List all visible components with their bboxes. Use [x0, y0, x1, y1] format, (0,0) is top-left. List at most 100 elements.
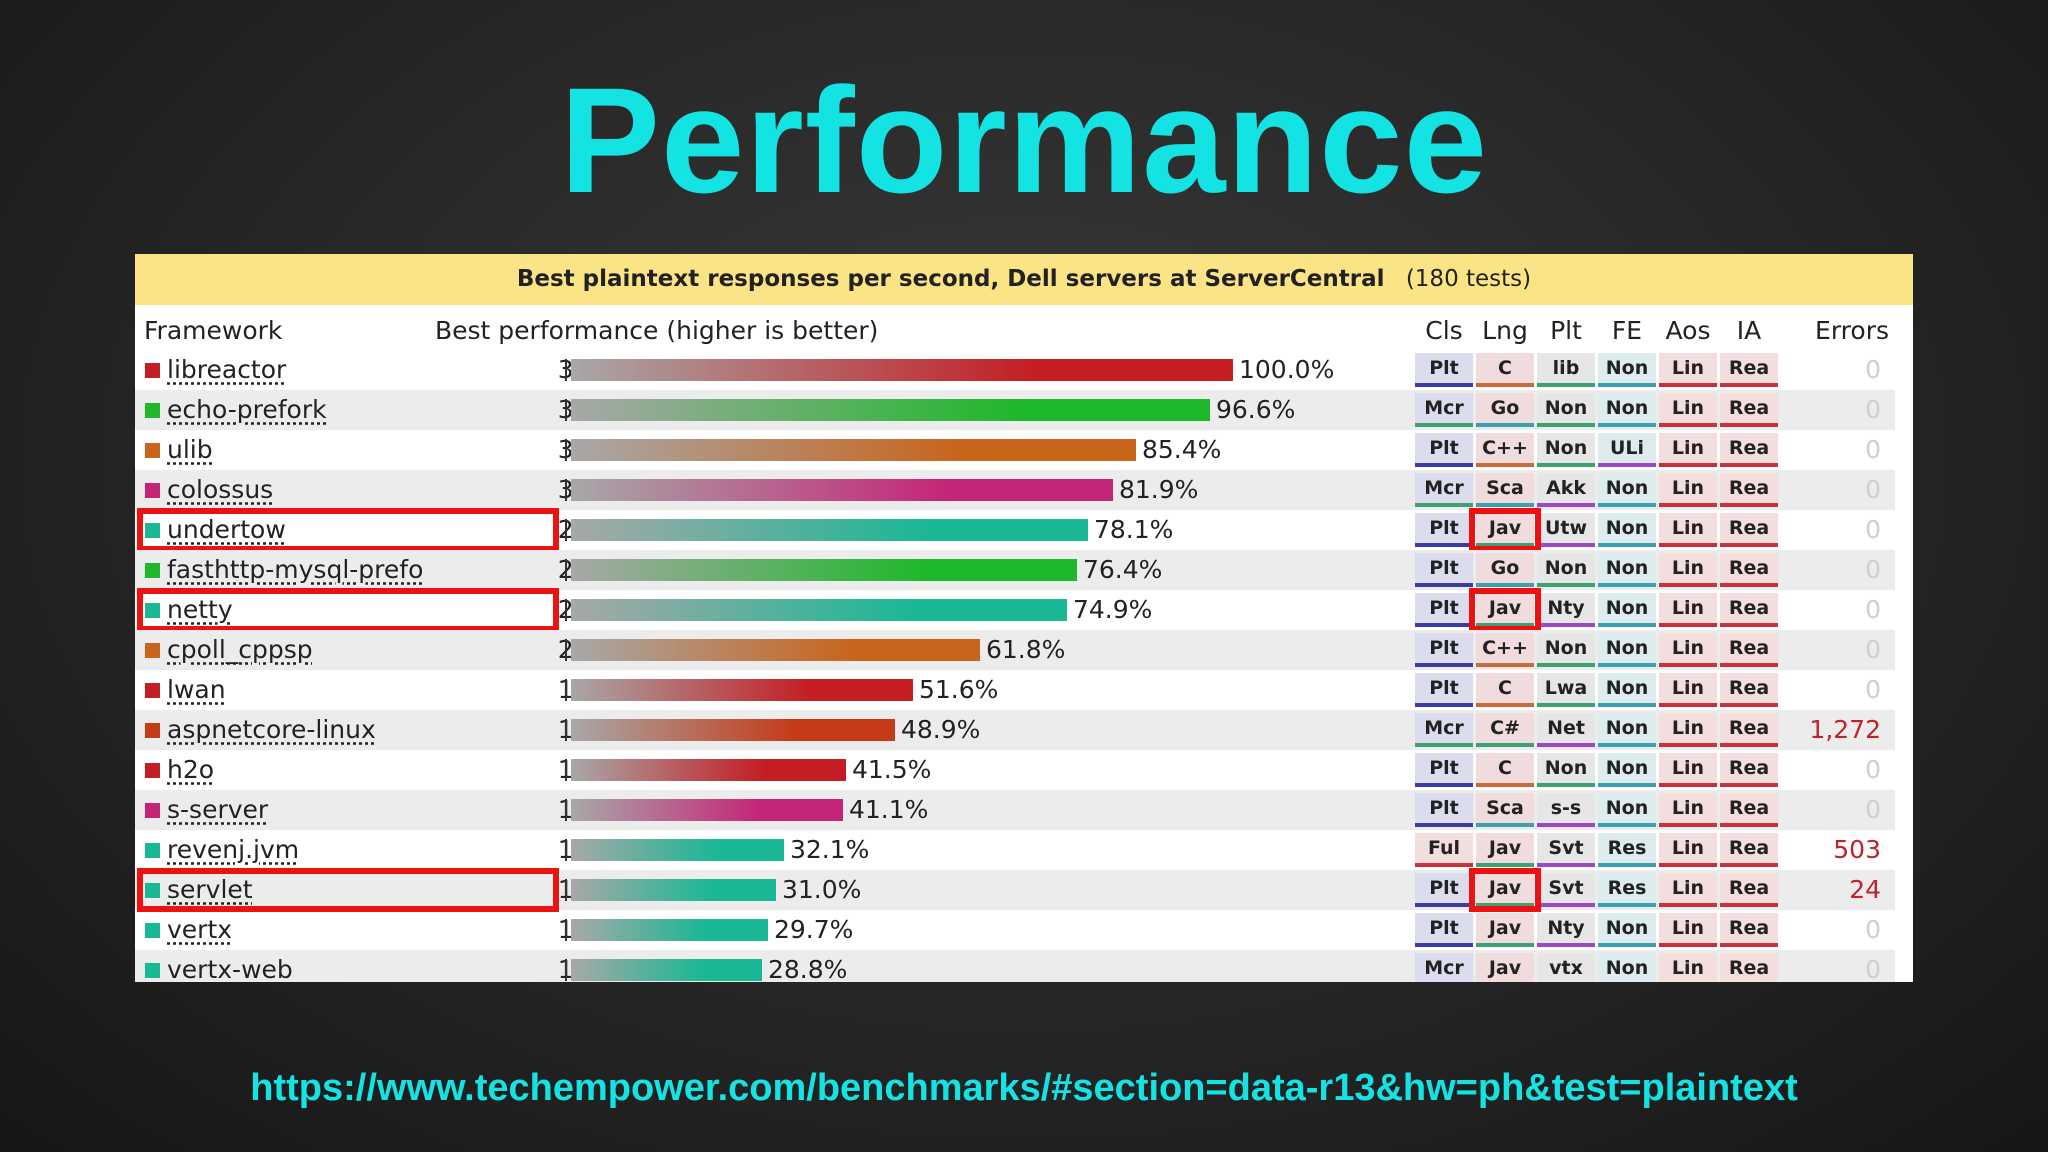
fe-tag: Non: [1598, 633, 1656, 667]
header-plt[interactable]: Plt: [1550, 316, 1582, 345]
performance-bar: [571, 399, 1210, 421]
framework-link[interactable]: fasthttp-mysql-prefo: [167, 555, 424, 584]
bar-baseline: [565, 559, 567, 581]
aos-tag: Lin: [1659, 913, 1717, 947]
cls-tag: Mcr: [1415, 953, 1473, 982]
ia-tag: Rea: [1720, 473, 1778, 507]
header-ia[interactable]: IA: [1736, 316, 1762, 345]
lng-tag: C: [1476, 353, 1534, 387]
header-fe[interactable]: FE: [1611, 316, 1643, 345]
lng-tag: C++: [1476, 633, 1534, 667]
percent-label: 31.0%: [782, 875, 862, 904]
ia-tag: Rea: [1720, 873, 1778, 907]
framework-link[interactable]: colossus: [167, 475, 274, 504]
errors-value: 0: [1865, 515, 1881, 544]
bar-baseline: [565, 679, 567, 701]
percent-label: 41.5%: [852, 755, 932, 784]
ia-tag: Rea: [1720, 913, 1778, 947]
performance-bar: [571, 639, 980, 661]
aos-tag: Lin: [1659, 793, 1717, 827]
lng-tag: Jav: [1476, 913, 1534, 947]
aos-tag: Lin: [1659, 953, 1717, 982]
aos-tag: Lin: [1659, 393, 1717, 427]
aos-tag: Lin: [1659, 593, 1717, 627]
errors-value: 0: [1865, 955, 1881, 982]
header-errors[interactable]: Errors: [1815, 316, 1889, 345]
bar-baseline: [565, 599, 567, 621]
cls-tag: Plt: [1415, 353, 1473, 387]
cls-tag: Mcr: [1415, 473, 1473, 507]
framework-link[interactable]: h2o: [167, 755, 215, 784]
bar-baseline: [565, 759, 567, 781]
plt-tag: Svt: [1537, 833, 1595, 867]
fe-tag: Non: [1598, 753, 1656, 787]
percent-label: 81.9%: [1119, 475, 1199, 504]
plt-tag: Non: [1537, 553, 1595, 587]
lng-tag: Jav: [1476, 593, 1534, 627]
benchmark-table: Best plaintext responses per second, Del…: [135, 254, 1913, 982]
framework-link[interactable]: libreactor: [167, 355, 287, 384]
performance-bar: [571, 719, 895, 741]
bar-baseline: [565, 359, 567, 381]
fe-tag: Non: [1598, 673, 1656, 707]
errors-value: 503: [1833, 835, 1881, 864]
framework-link[interactable]: s-server: [167, 795, 269, 824]
errors-value: 1,272: [1809, 715, 1881, 744]
lng-tag: Jav: [1476, 513, 1534, 547]
aos-tag: Lin: [1659, 633, 1717, 667]
table-row: undertow2,914,62778.1%PltJavUtwNonLinRea…: [135, 508, 1895, 552]
fe-tag: Non: [1598, 393, 1656, 427]
bar-baseline: [565, 839, 567, 861]
bar-baseline: [565, 479, 567, 501]
framework-link[interactable]: cpoll_cppsp: [167, 635, 313, 664]
source-url[interactable]: https://www.techempower.com/benchmarks/#…: [250, 1067, 1798, 1109]
ia-tag: Rea: [1720, 513, 1778, 547]
framework-link[interactable]: vertx: [167, 915, 233, 944]
header-cls[interactable]: Cls: [1425, 316, 1463, 345]
bar-baseline: [565, 919, 567, 941]
color-swatch: [145, 483, 160, 498]
framework-link[interactable]: undertow: [167, 515, 286, 544]
header-framework[interactable]: Framework: [144, 316, 283, 345]
fe-tag: Non: [1598, 953, 1656, 982]
percent-label: 51.6%: [919, 675, 999, 704]
performance-bar: [571, 359, 1233, 381]
percent-label: 96.6%: [1216, 395, 1296, 424]
table-row: servlet1,156,60431.0%PltJavSvtResLinRea2…: [135, 868, 1895, 912]
cls-tag: Plt: [1415, 673, 1473, 707]
header-lng[interactable]: Lng: [1482, 316, 1528, 345]
framework-link[interactable]: aspnetcore-linux: [167, 715, 376, 744]
bar-baseline: [565, 399, 567, 421]
lng-tag: Go: [1476, 553, 1534, 587]
errors-value: 0: [1865, 795, 1881, 824]
errors-value: 24: [1849, 875, 1881, 904]
framework-link[interactable]: lwan: [167, 675, 226, 704]
percent-label: 32.1%: [790, 835, 870, 864]
framework-link[interactable]: revenj.jvm: [167, 835, 300, 864]
header-aos[interactable]: Aos: [1665, 316, 1711, 345]
color-swatch: [145, 603, 160, 618]
plt-tag: Nty: [1537, 593, 1595, 627]
percent-label: 85.4%: [1142, 435, 1222, 464]
cls-tag: Mcr: [1415, 713, 1473, 747]
percent-label: 48.9%: [901, 715, 981, 744]
performance-bar: [571, 919, 768, 941]
table-row: aspnetcore-linux1,822,36648.9%McrC#NetNo…: [135, 710, 1895, 750]
plt-tag: Non: [1537, 433, 1595, 467]
lng-tag: Jav: [1476, 873, 1534, 907]
header-performance[interactable]: Best performance (higher is better): [435, 316, 879, 345]
framework-link[interactable]: netty: [167, 595, 233, 624]
framework-link[interactable]: vertx-web: [167, 955, 293, 982]
framework-link[interactable]: ulib: [167, 435, 213, 464]
cls-tag: Plt: [1415, 633, 1473, 667]
percent-label: 78.1%: [1094, 515, 1174, 544]
cls-tag: Plt: [1415, 753, 1473, 787]
framework-link[interactable]: echo-prefork: [167, 395, 327, 424]
performance-bar: [571, 599, 1067, 621]
framework-link[interactable]: servlet: [167, 875, 253, 904]
errors-value: 0: [1865, 915, 1881, 944]
plt-tag: vtx: [1537, 953, 1595, 982]
plt-tag: Akk: [1537, 473, 1595, 507]
